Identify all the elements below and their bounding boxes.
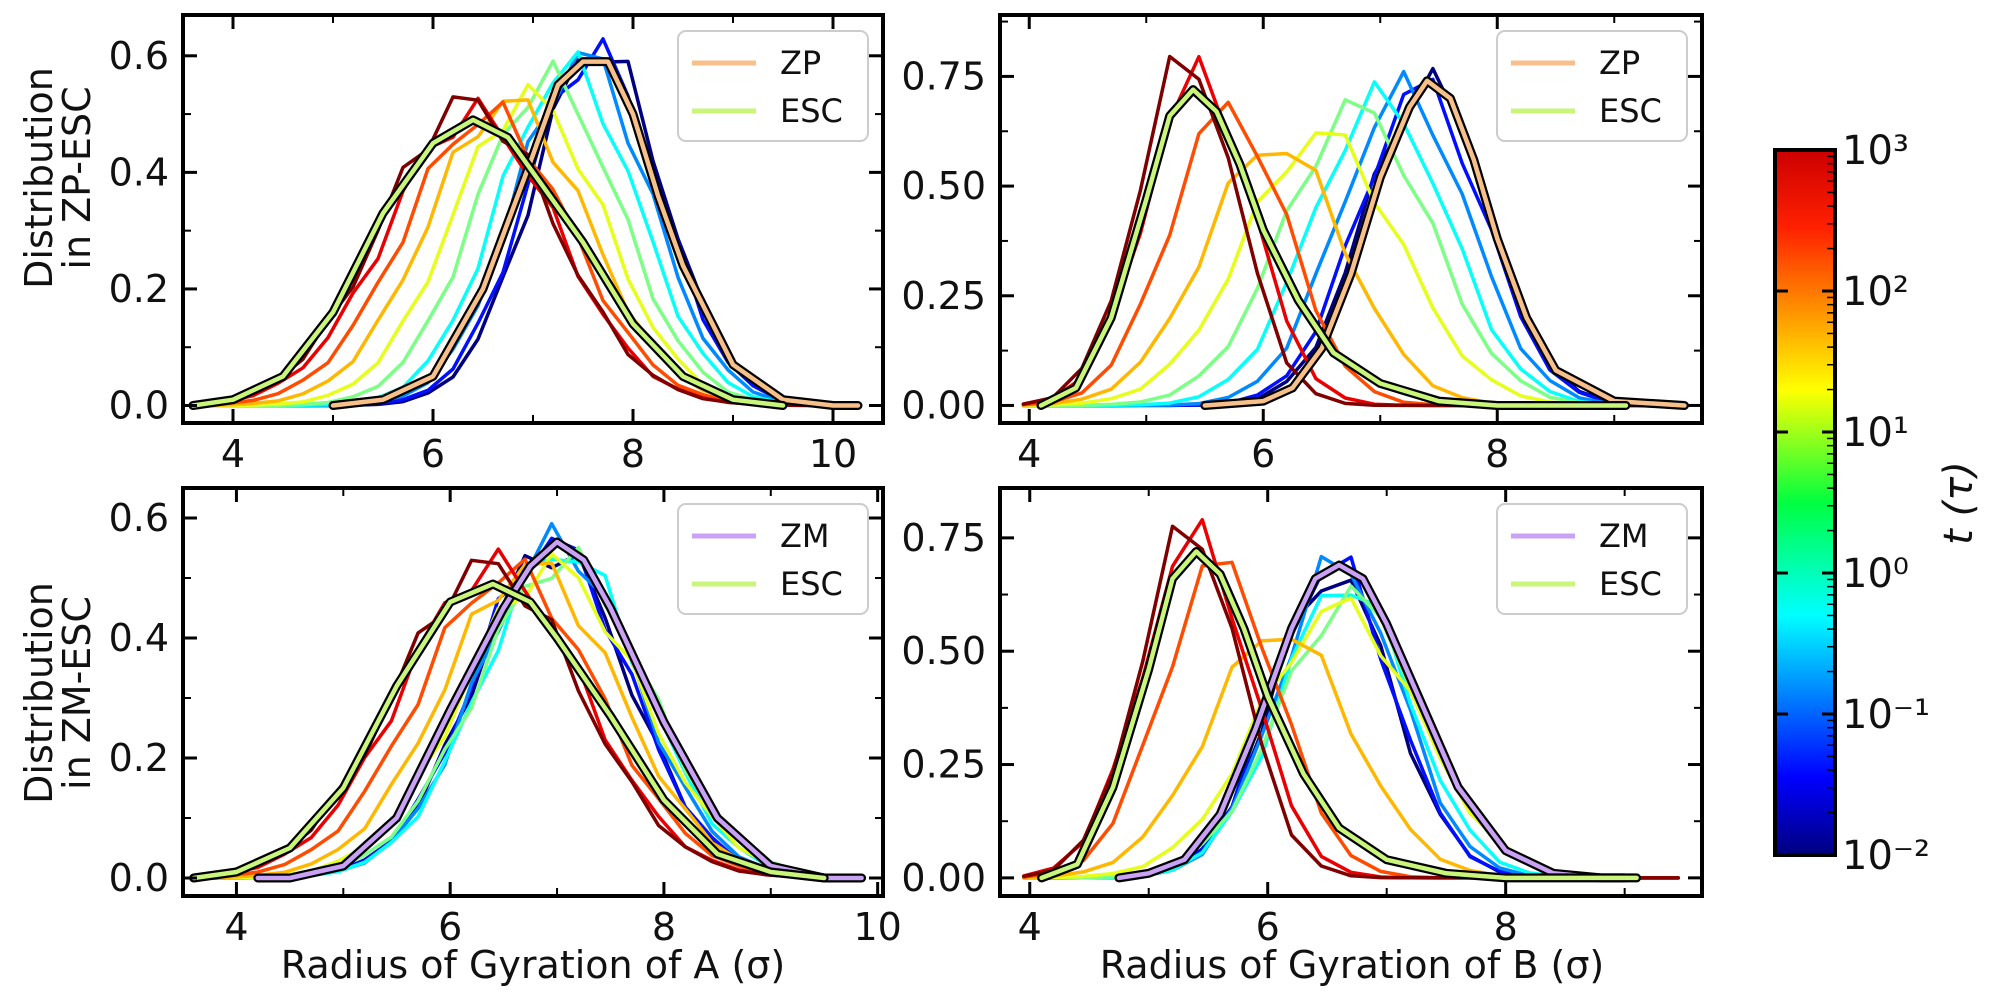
x-tick-label: 8 (1485, 432, 1509, 476)
legend: ZP ESC (1496, 30, 1688, 142)
series-line-zm (255, 539, 864, 881)
axes-frame (998, 486, 1704, 898)
x-tick-label: 4 (1018, 905, 1042, 949)
series-line-esc (1039, 549, 1639, 881)
y-tick-label: 0.2 (109, 736, 169, 780)
y-tick-label: 0.25 (901, 743, 986, 787)
y-tick-label: 0.2 (109, 267, 169, 311)
colorbar-tick-label: 10³ (1842, 128, 1909, 174)
x-tick-label: 8 (621, 432, 645, 476)
y-axis-title-bottom-line1: Distribution (17, 582, 61, 804)
panel-top-right: 4 6 8 0.00 0.25 0.50 0.75 ZP ESC (901, 13, 1704, 476)
series-line-esc (190, 117, 786, 408)
y-tick-label: 0.4 (109, 616, 169, 660)
axes-frame (998, 13, 1704, 425)
legend-label-esc: ESC (780, 565, 843, 603)
colorbar-tick-label: 10² (1842, 269, 1909, 315)
y-tick-label: 0.75 (901, 516, 986, 560)
legend-label-zp: ZP (1599, 44, 1640, 82)
series-line-esc (1038, 87, 1629, 408)
series-line-zp (330, 59, 861, 408)
y-tick-label: 0.25 (901, 274, 986, 318)
y-tick-label: 0.0 (109, 856, 169, 900)
time-curve-t-3 (1021, 98, 1669, 408)
x-tick-label: 4 (221, 432, 245, 476)
time-curve-t-0.8 (1021, 80, 1669, 408)
legend-label-esc: ESC (1599, 565, 1662, 603)
legend: ZM ESC (677, 503, 869, 615)
series-line-zm (1116, 562, 1627, 881)
y-tick-label: 0.6 (109, 34, 169, 78)
x-tick-label: 8 (1494, 905, 1518, 949)
y-tick-label: 0.50 (901, 164, 986, 208)
colorbar-tick-label: 10⁰ (1842, 551, 1909, 597)
x-axis-title-left: Radius of Gyration of A (σ) (281, 943, 785, 987)
colorbar-label: t (τ) (1936, 461, 1982, 545)
legend-label-zm: ZM (1599, 517, 1649, 555)
x-tick-label: 10 (853, 905, 901, 949)
x-tick-label: 6 (438, 905, 462, 949)
y-axis-title-top-line2: in ZP-ESC (55, 86, 99, 269)
series-line-esc (191, 581, 827, 881)
x-axis-title-right: Radius of Gyration of B (σ) (1100, 943, 1605, 987)
legend-label-esc: ESC (780, 92, 843, 130)
series-line-zp (1202, 78, 1687, 408)
x-tick-label: 4 (224, 905, 248, 949)
y-tick-label: 0.50 (901, 629, 986, 673)
x-tick-label: 10 (809, 432, 857, 476)
panels-group: 4 6 8 10 0.0 0.2 0.4 0.6 ZP ESC 4 6 8 0.00 0.25 0.50 0.7… (109, 13, 1704, 949)
legend-label-zm: ZM (780, 517, 830, 555)
y-tick-label: 0.0 (109, 384, 169, 428)
plot-area-bottom-left (189, 521, 867, 883)
panel-bottom-right: 4 6 8 0.00 0.25 0.50 0.75 ZM ESC (901, 486, 1704, 949)
colorbar-ticks: 10³ 10² 10¹ 10⁰ 10⁻¹ 10⁻² (1775, 128, 1930, 879)
y-axis-title-top-line1: Distribution (17, 67, 61, 289)
colorbar-tick-label: 10⁻¹ (1842, 692, 1930, 738)
y-tick-label: 0.75 (901, 54, 986, 98)
y-tick-label: 0.00 (901, 383, 986, 427)
y-tick-label: 0.6 (109, 496, 169, 540)
y-tick-label: 0.4 (109, 150, 169, 194)
y-axis-title-bottom-line2: in ZM-ESC (55, 596, 99, 790)
colorbar-tick-label: 10⁻² (1842, 833, 1930, 879)
legend: ZM ESC (1496, 503, 1688, 615)
plot-area-top-left (188, 37, 863, 410)
x-tick-label: 6 (1251, 432, 1275, 476)
axes-frame (181, 486, 885, 898)
colorbar (1773, 148, 1837, 857)
y-tick-label: 0.00 (901, 856, 986, 900)
legend: ZP ESC (677, 30, 869, 142)
x-tick-label: 4 (1017, 432, 1041, 476)
plot-area-top-right (1021, 54, 1689, 410)
legend-label-zp: ZP (780, 44, 821, 82)
panel-bottom-left: 4 6 8 10 0.0 0.2 0.4 0.6 ZM ESC (109, 486, 902, 949)
plot-area-bottom-right (1022, 517, 1680, 883)
x-tick-label: 6 (1256, 905, 1280, 949)
x-tick-label: 8 (652, 905, 676, 949)
legend-label-esc: ESC (1599, 92, 1662, 130)
panel-top-left: 4 6 8 10 0.0 0.2 0.4 0.6 ZP ESC (109, 13, 885, 476)
x-tick-label: 6 (421, 432, 445, 476)
colorbar-tick-label: 10¹ (1842, 410, 1909, 456)
